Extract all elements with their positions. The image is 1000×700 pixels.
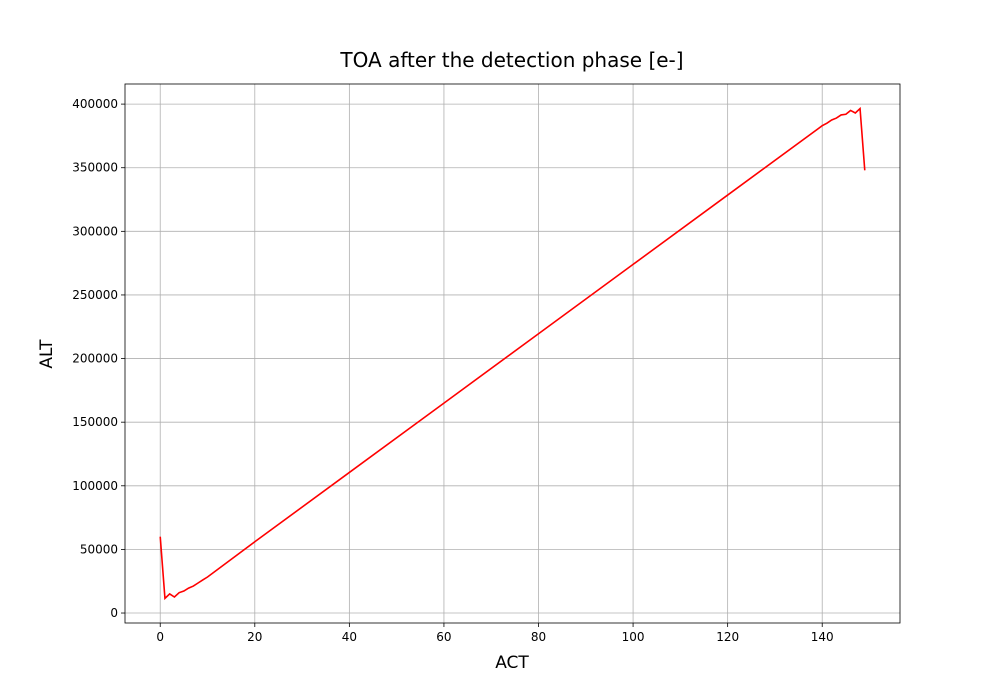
x-tick-label: 60 bbox=[436, 630, 451, 644]
y-tick-label: 200000 bbox=[72, 352, 118, 366]
x-axis-label: ACT bbox=[495, 653, 529, 673]
y-tick-label: 100000 bbox=[72, 479, 118, 493]
y-axis-label: ALT bbox=[37, 339, 57, 369]
y-tick-label: 250000 bbox=[72, 288, 118, 302]
x-tick-label: 120 bbox=[716, 630, 739, 644]
y-tick-label: 150000 bbox=[72, 415, 118, 429]
x-tick-label: 20 bbox=[247, 630, 262, 644]
y-tick-label: 350000 bbox=[72, 161, 118, 175]
x-tick-label: 100 bbox=[622, 630, 645, 644]
x-tick-label: 40 bbox=[342, 630, 357, 644]
y-tick-label: 300000 bbox=[72, 224, 118, 238]
chart-title: TOA after the detection phase [e-] bbox=[339, 48, 683, 72]
x-tick-label: 140 bbox=[811, 630, 834, 644]
y-tick-label: 0 bbox=[110, 606, 118, 620]
y-tick-label: 400000 bbox=[72, 97, 118, 111]
line bbox=[159, 106, 866, 601]
y-tick-label: 50000 bbox=[80, 542, 118, 556]
x-tick-label: 0 bbox=[156, 630, 164, 644]
plot-frame bbox=[124, 83, 901, 624]
x-tick-label: 80 bbox=[531, 630, 546, 644]
